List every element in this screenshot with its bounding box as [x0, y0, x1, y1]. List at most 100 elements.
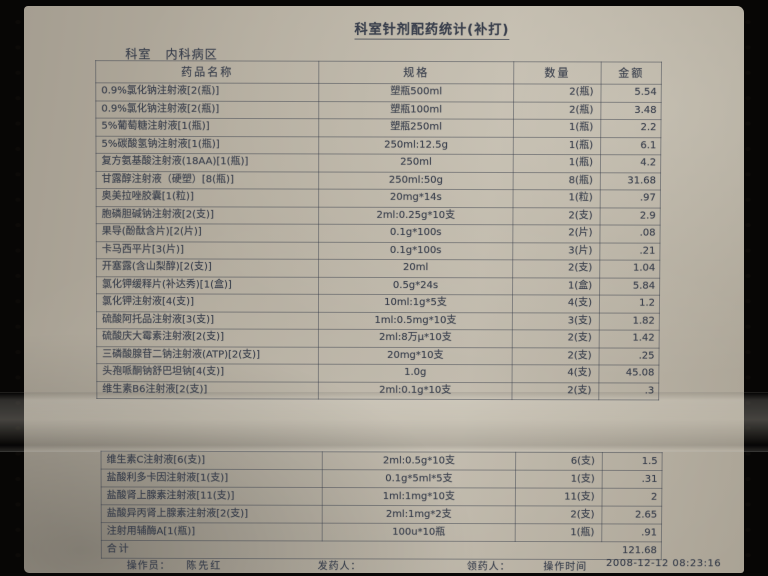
cell-name: 胞磷胆碱钠注射液[2(支)]	[96, 206, 319, 225]
cell-amount: .21	[599, 242, 660, 261]
table-row: 氯化钾注射液[4(支)] 10ml:1g*5支 4(支) 1.2	[96, 293, 660, 313]
cell-spec: 20mg*14s	[318, 189, 514, 208]
column-header-drug-name: 药品名称	[95, 60, 319, 84]
medication-table-top: 药品名称 规格 数量 金额 0.9%氯化钠注射液[2(瓶)] 塑瓶500ml 2(瓶…	[95, 60, 662, 400]
table-row: 果导(酚酞含片)[2(片)] 0.1g*100s 2(片) .08	[96, 223, 661, 243]
cell-amount: 1.04	[599, 260, 660, 278]
cell-amount: 5.84	[599, 277, 660, 296]
tractor-feed-holes-left	[11, 10, 25, 574]
cell-name: 盐酸肾上腺素注射液[11(支)]	[101, 486, 323, 506]
cell-qty: 2(支)	[512, 207, 601, 225]
table-row: 复方氨基酸注射液(18AA)[1(瓶)] 250ml 1(瓶) 4.2	[95, 153, 661, 173]
cell-qty: 6(支)	[515, 452, 603, 471]
cell-amount: 5.54	[600, 84, 662, 102]
cell-name: 奥美拉唑胶囊[1(粒)]	[96, 188, 319, 207]
column-header-quantity: 数量	[513, 61, 602, 85]
dispenser-label: 发药人：	[317, 561, 362, 573]
table-row: 5%碳酸氢钠注射液[1(瓶)] 250ml:12.5g 1(瓶) 6.1	[95, 135, 661, 155]
cell-qty: 1(盒)	[512, 277, 600, 296]
cell-qty: 1(瓶)	[513, 119, 601, 138]
table-row: 硫酸阿托品注射液[3(支)] 1ml:0.5mg*10支 3(支) 1.82	[96, 311, 660, 331]
total-spacer	[515, 541, 602, 560]
cell-spec: 250ml	[318, 153, 514, 173]
cell-spec: 塑瓶100ml	[318, 101, 514, 120]
cell-qty: 2(片)	[512, 224, 601, 243]
cell-qty: 11(支)	[515, 488, 603, 507]
cell-qty: 1(瓶)	[515, 523, 602, 542]
cell-qty: 1(瓶)	[513, 136, 601, 155]
cell-spec: 250ml:12.5g	[318, 136, 514, 155]
table-row: 盐酸异丙肾上腺素注射液[2(支)] 2ml:1mg*2支 2(支) 2.65	[101, 504, 662, 525]
cell-spec: 0.5g*24s	[318, 276, 513, 295]
cell-amount: 1.42	[599, 330, 660, 348]
cell-spec: 塑瓶500ml	[318, 83, 514, 102]
cell-name: 复方氨基酸注射液(18AA)[1(瓶)]	[95, 153, 319, 172]
cell-amount: .97	[600, 189, 661, 208]
cell-spec: 20ml	[318, 259, 513, 278]
table-row: 头孢哌酮钠舒巴坦钠[4(支)] 1.0g 4(支) 45.08	[96, 363, 659, 383]
cell-spec: 1.0g	[318, 364, 513, 383]
cell-spec: 100u*10瓶	[322, 523, 516, 542]
cell-spec: 1ml:0.5mg*10支	[318, 311, 513, 330]
cell-spec: 0.1g*100s	[318, 224, 513, 243]
cell-amount: 1.5	[602, 452, 663, 471]
cell-qty: 2(瓶)	[513, 101, 601, 120]
cell-qty: 1(瓶)	[513, 154, 601, 173]
table-row: 硫酸庆大霉素注射液[2(支)] 2ml:8万μ*10支 2(支) 1.42	[96, 328, 660, 348]
table-row: 5%葡萄糖注射液[1(瓶)] 塑瓶250ml 1(瓶) 2.2	[95, 118, 662, 138]
cell-amount: 2.2	[600, 119, 662, 138]
cell-spec: 2ml:0.25g*10支	[318, 206, 513, 225]
cell-amount: 2.65	[601, 506, 662, 525]
table-row: 卡马西平片[3(片)] 0.1g*100s 3(片) .21	[96, 241, 660, 261]
table-row: 0.9%氯化钠注射液[2(瓶)] 塑瓶500ml 2(瓶) 5.54	[95, 82, 662, 102]
cell-qty: 2(支)	[515, 505, 602, 524]
cell-amount: 2	[601, 488, 662, 507]
cell-name: 注射用辅酶A[1(瓶)]	[101, 522, 323, 541]
cell-qty: 3(片)	[512, 242, 600, 261]
printed-report-paper	[24, 6, 744, 573]
cell-name: 0.9%氯化钠注射液[2(瓶)]	[95, 100, 319, 119]
cell-name: 盐酸利多卡因注射液[1(支)]	[101, 469, 323, 488]
cell-amount: 3.48	[600, 101, 662, 120]
operation-time-value: 2008-12-12 08:23:16	[605, 558, 722, 570]
cell-spec: 2ml:0.5g*10支	[322, 451, 516, 471]
cell-spec: 20mg*10支	[318, 346, 513, 365]
table-row: 甘露醇注射液（硬塑）[8(瓶)] 250ml:50g 8(瓶) 31.68	[96, 170, 661, 191]
column-header-amount: 金额	[601, 61, 662, 85]
cell-spec: 0.1g*5ml*5支	[322, 469, 516, 489]
cell-qty: 2(支)	[512, 259, 600, 278]
report-footer: 操作员： 陈先红 发药人： 领药人： 操作时间 2008-12-12 08:23…	[1, 556, 765, 573]
cell-amount: 31.68	[600, 172, 661, 191]
cell-qty: 4(支)	[512, 294, 600, 313]
cell-qty: 8(瓶)	[513, 172, 601, 190]
table-row: 奥美拉唑胶囊[1(粒)] 20mg*14s 1(粒) .97	[96, 188, 661, 208]
cell-name: 三磷酸腺苷二钠注射液(ATP)[2(支)]	[96, 346, 319, 365]
report-title: 科室针剂配药统计(补打)	[354, 18, 510, 40]
table-row: 胞磷胆碱钠注射液[2(支)] 2ml:0.25g*10支 2(支) 2.9	[96, 206, 661, 226]
cell-name: 维生素C注射液[6(支)]	[101, 451, 323, 470]
operation-time-label: 操作时间	[543, 561, 588, 573]
cell-name: 硫酸阿托品注射液[3(支)]	[96, 311, 319, 330]
table-row: 注射用辅酶A[1(瓶)] 100u*10瓶 1(瓶) .91	[101, 522, 662, 542]
medication-table-bottom: 维生素C注射液[6(支)] 2ml:0.5g*10支 6(支) 1.5 盐酸利多卡因注射…	[101, 451, 663, 560]
table-header-row: 药品名称 规格 数量 金额	[95, 60, 662, 85]
table-row: 开塞露(含山梨醇)[2(支)] 20ml 2(支) 1.04	[96, 258, 660, 278]
table-row: 0.9%氯化钠注射液[2(瓶)] 塑瓶100ml 2(瓶) 3.48	[95, 100, 662, 120]
column-header-spec: 规格	[318, 61, 514, 84]
department-value: 内科病区	[165, 47, 218, 62]
cell-qty: 2(支)	[511, 382, 599, 400]
cell-qty: 1(支)	[515, 470, 603, 489]
cell-spec: 1ml:1mg*10支	[322, 487, 516, 506]
receiver-label: 领药人：	[466, 561, 511, 573]
cell-qty: 3(支)	[512, 312, 600, 331]
table-row: 维生素C注射液[6(支)] 2ml:0.5g*10支 6(支) 1.5	[101, 451, 663, 471]
paper-fold-perforation	[0, 392, 768, 452]
cell-amount: 2.9	[600, 207, 661, 226]
table-row: 盐酸肾上腺素注射液[11(支)] 1ml:1mg*10支 11(支) 2	[101, 486, 662, 507]
cell-name: 氯化钾缓释片(补达秀)[1(盒)]	[96, 276, 319, 295]
cell-spec: 2ml:8万μ*10支	[318, 329, 513, 348]
cell-amount: .08	[599, 224, 661, 243]
total-amount: 121.68	[601, 541, 662, 560]
